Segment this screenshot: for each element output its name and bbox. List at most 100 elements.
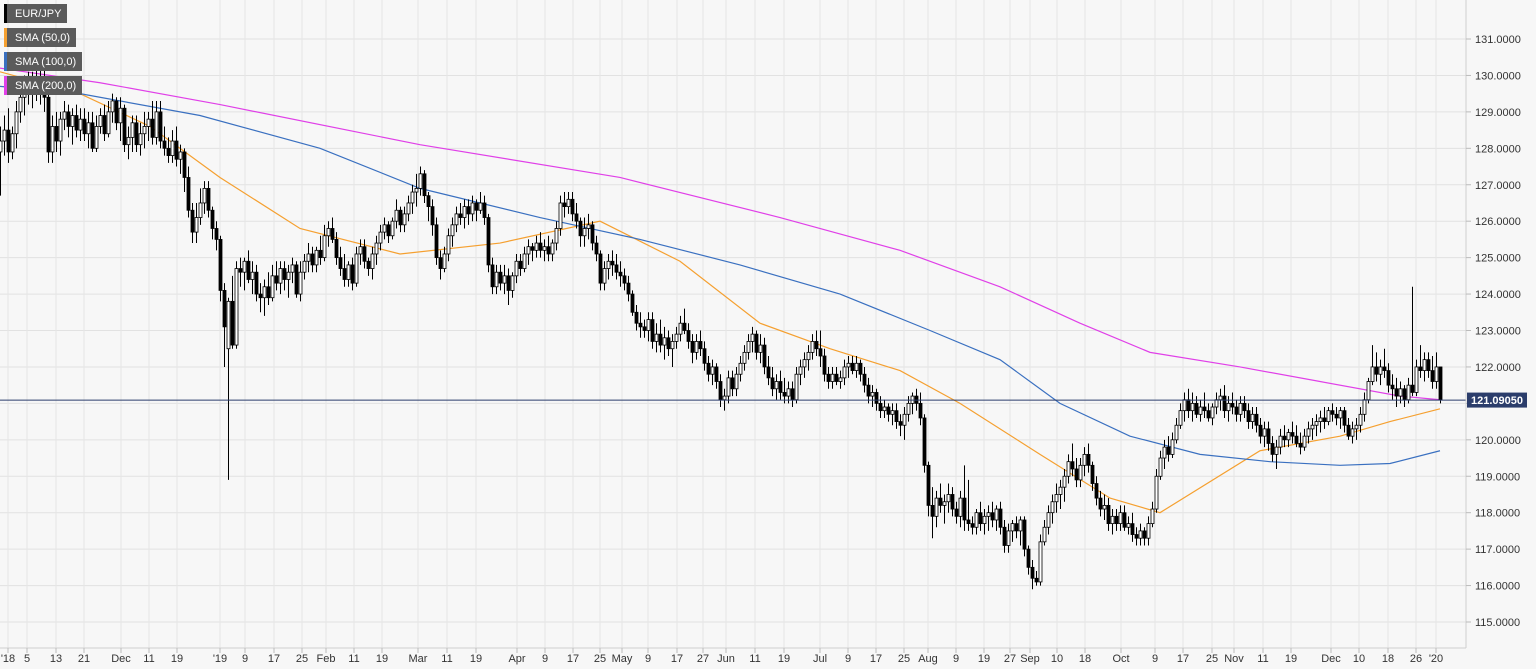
- candle: [1098, 490, 1103, 517]
- candle: [286, 264, 291, 298]
- x-tick-label: 21: [78, 653, 90, 665]
- candle: [78, 108, 83, 142]
- candle: [942, 494, 947, 524]
- candle-body: [1002, 526, 1007, 546]
- sma-lines: [0, 67, 1441, 514]
- candle-body: [282, 268, 287, 280]
- candle-body: [682, 322, 687, 331]
- candle: [186, 166, 191, 218]
- candle: [406, 195, 411, 222]
- candle: [1358, 407, 1363, 433]
- candle-body: [154, 111, 159, 138]
- candle-body: [422, 173, 427, 197]
- legend: EUR/JPY SMA (50,0) SMA (100,0) SMA (200,…: [4, 4, 83, 100]
- candle-body: [274, 275, 279, 284]
- candle-body: [62, 111, 67, 120]
- candle: [618, 261, 623, 287]
- candle-body: [186, 177, 191, 211]
- legend-item-sma200[interactable]: SMA (200,0): [4, 76, 83, 95]
- candle-body: [450, 224, 455, 237]
- candle: [730, 370, 735, 397]
- candle-body: [902, 413, 907, 426]
- candle: [222, 283, 227, 367]
- candle: [1206, 403, 1211, 422]
- candle: [746, 334, 751, 360]
- candle: [902, 407, 907, 440]
- candle-body: [866, 384, 871, 397]
- candle-body: [222, 290, 227, 328]
- candle: [798, 359, 803, 386]
- legend-item-eurjpy[interactable]: EUR/JPY: [4, 4, 68, 23]
- candle: [574, 202, 579, 229]
- candle: [402, 206, 407, 233]
- candle: [98, 108, 103, 134]
- candle-body: [846, 362, 851, 368]
- candle: [562, 192, 567, 218]
- candle: [454, 206, 459, 233]
- candle: [1230, 392, 1235, 415]
- candle: [882, 399, 887, 418]
- candle: [1426, 352, 1431, 378]
- legend-item-sma100[interactable]: SMA (100,0): [4, 52, 83, 71]
- candle: [214, 221, 219, 251]
- candle-body: [770, 377, 775, 390]
- candle-body: [634, 311, 639, 324]
- candle: [142, 111, 147, 149]
- candle-body: [490, 264, 495, 288]
- candle: [410, 184, 415, 214]
- candle: [358, 239, 363, 265]
- candle: [990, 501, 995, 528]
- candle-body: [794, 373, 799, 401]
- candle-body: [90, 122, 95, 149]
- candle: [966, 479, 971, 531]
- x-tick-label: 9: [542, 653, 548, 665]
- candle: [1018, 516, 1023, 546]
- candle: [210, 206, 215, 240]
- candle: [1270, 436, 1275, 462]
- y-tick-label: 120.0000: [1475, 435, 1521, 447]
- candle: [758, 334, 763, 364]
- candle-body: [1262, 428, 1267, 437]
- candle: [422, 170, 427, 203]
- candle: [226, 297, 231, 480]
- candle-body: [2, 129, 7, 142]
- candle: [490, 257, 495, 295]
- candle: [1222, 385, 1227, 418]
- candle: [846, 356, 851, 378]
- candle-body: [670, 341, 675, 350]
- candle: [290, 257, 295, 284]
- candle-body: [1290, 432, 1295, 437]
- candle-body: [1298, 443, 1303, 448]
- candle-body: [374, 242, 379, 255]
- candle: [1046, 505, 1051, 535]
- candle: [926, 461, 931, 517]
- candle-body: [1238, 402, 1243, 415]
- candle: [130, 115, 135, 152]
- legend-item-sma50[interactable]: SMA (50,0): [4, 28, 77, 47]
- candle-body: [590, 224, 595, 244]
- candle-body: [830, 373, 835, 382]
- candle-body: [1102, 504, 1107, 510]
- x-tick-label: 19: [470, 653, 482, 665]
- x-tick-label: 19: [778, 653, 790, 665]
- candle: [818, 330, 823, 367]
- candle: [446, 228, 451, 262]
- candle-body: [1154, 475, 1159, 510]
- candle: [302, 253, 307, 280]
- x-tick-label: 11: [441, 653, 452, 665]
- candle-body: [1302, 435, 1307, 448]
- candle: [390, 217, 395, 240]
- candle: [1394, 377, 1399, 408]
- candle-body: [1394, 388, 1399, 397]
- x-tick-label: 19: [376, 653, 388, 665]
- candle: [974, 509, 979, 535]
- candle-body: [1158, 457, 1163, 477]
- candle-body: [790, 388, 795, 401]
- candle: [1434, 352, 1439, 389]
- candle-body: [342, 268, 347, 280]
- candle: [518, 253, 523, 276]
- candle: [694, 334, 699, 360]
- candle-body: [494, 271, 499, 288]
- candle: [622, 268, 627, 291]
- candle-body: [1386, 370, 1391, 386]
